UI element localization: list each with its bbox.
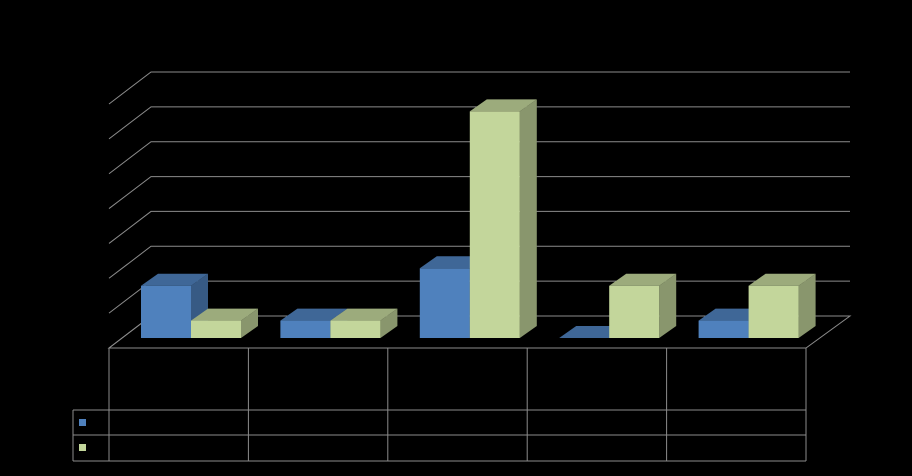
bar-top bbox=[748, 273, 816, 286]
bar-side bbox=[659, 273, 677, 338]
bar bbox=[191, 320, 241, 338]
grid-line bbox=[108, 245, 850, 279]
bar-top bbox=[469, 99, 537, 112]
bar-top bbox=[330, 308, 398, 321]
legend-swatch bbox=[79, 444, 86, 451]
bar-side bbox=[519, 99, 537, 338]
bar bbox=[419, 268, 470, 338]
grid-line bbox=[108, 71, 850, 105]
grid-line bbox=[108, 141, 850, 175]
grid-line bbox=[108, 106, 850, 140]
bar-top bbox=[280, 308, 348, 321]
bar bbox=[280, 320, 331, 338]
bar-top bbox=[141, 273, 208, 286]
bar bbox=[141, 285, 191, 338]
bar-top bbox=[191, 308, 258, 321]
grid-line bbox=[108, 176, 850, 209]
bar-side bbox=[798, 273, 816, 338]
bar bbox=[330, 320, 381, 338]
grid-line bbox=[108, 210, 850, 244]
bar-side bbox=[380, 308, 398, 338]
legend-swatch bbox=[79, 419, 86, 426]
bar bbox=[609, 285, 660, 338]
bar bbox=[748, 285, 799, 338]
bar bbox=[469, 111, 520, 338]
bar-side bbox=[241, 308, 258, 338]
bar bbox=[698, 320, 749, 338]
bar-top bbox=[609, 273, 677, 286]
